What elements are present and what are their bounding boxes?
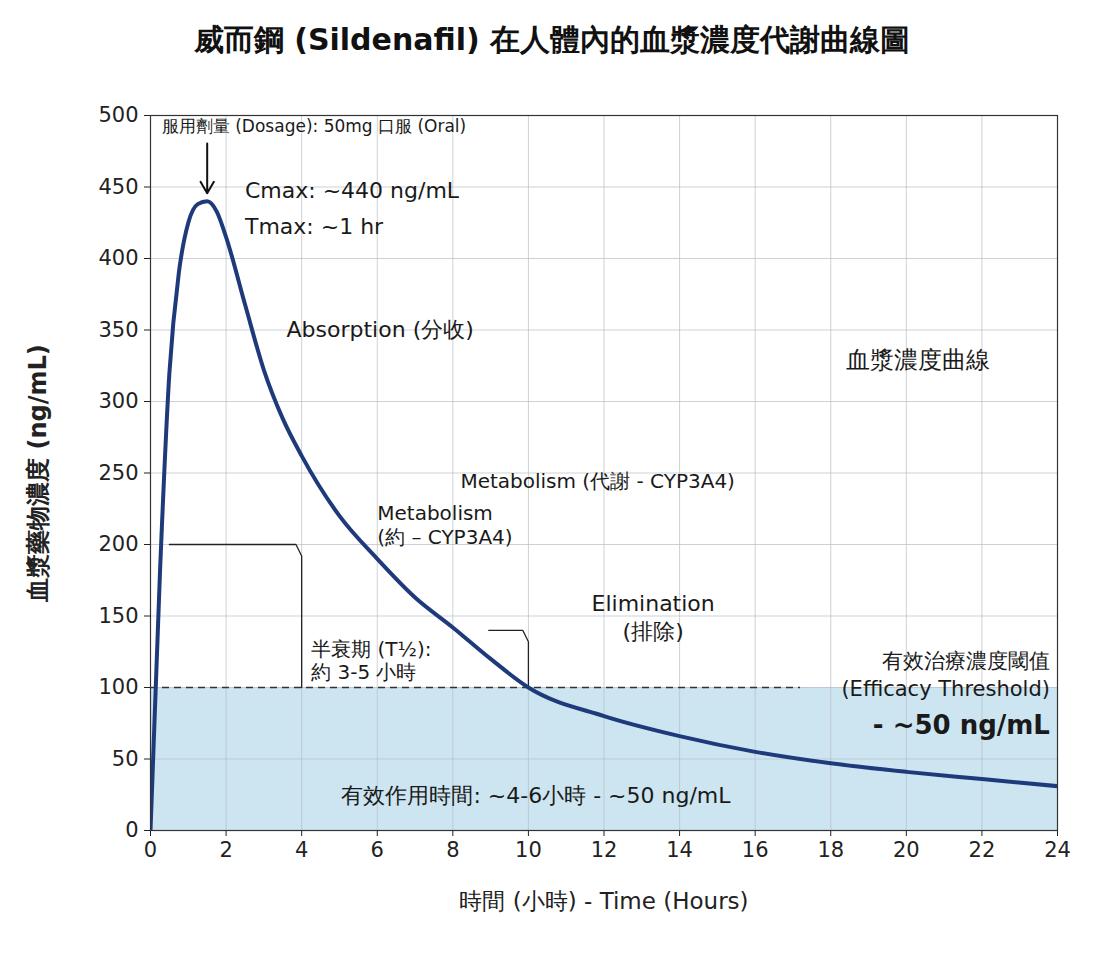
svg-text:有效作用時間: ~4-6小時 - ~50 ng/mL: 有效作用時間: ~4-6小時 - ~50 ng/mL xyxy=(341,783,731,808)
svg-text:Elimination(排除): Elimination(排除) xyxy=(592,591,715,645)
svg-text:8: 8 xyxy=(446,838,459,862)
svg-text:0: 0 xyxy=(125,818,138,842)
svg-text:10: 10 xyxy=(515,838,542,862)
svg-text:有效治療濃度閾值(Efficacy Threshold): 有效治療濃度閾值(Efficacy Threshold) xyxy=(841,649,1050,700)
svg-text:血漿濃度曲線: 血漿濃度曲線 xyxy=(846,346,990,374)
svg-text:12: 12 xyxy=(591,838,618,862)
svg-text:服用劑量 (Dosage): 50mg 口服 (Oral): 服用劑量 (Dosage): 50mg 口服 (Oral) xyxy=(162,116,466,136)
svg-text:200: 200 xyxy=(98,532,138,556)
svg-text:16: 16 xyxy=(742,838,769,862)
svg-text:0: 0 xyxy=(144,838,157,862)
svg-text:500: 500 xyxy=(98,103,138,127)
svg-text:Cmax: ~440 ng/mL: Cmax: ~440 ng/mL xyxy=(245,178,460,203)
svg-text:18: 18 xyxy=(817,838,844,862)
svg-text:Metabolism(約 – CYP3A4): Metabolism(約 – CYP3A4) xyxy=(377,501,512,549)
svg-text:100: 100 xyxy=(98,675,138,699)
svg-text:Absorption (分收): Absorption (分收) xyxy=(287,317,474,342)
svg-text:50: 50 xyxy=(112,747,139,771)
svg-text:250: 250 xyxy=(98,461,138,485)
svg-text:24: 24 xyxy=(1044,838,1071,862)
svg-text:- ~50 ng/mL: - ~50 ng/mL xyxy=(873,710,1050,740)
svg-text:2: 2 xyxy=(219,838,232,862)
svg-text:血漿藥物濃度 (ng/mL): 血漿藥物濃度 (ng/mL) xyxy=(24,344,52,603)
svg-text:半衰期 (T½):約 3-5 小時: 半衰期 (T½):約 3-5 小時 xyxy=(311,637,431,684)
svg-text:300: 300 xyxy=(98,389,138,413)
svg-text:22: 22 xyxy=(969,838,996,862)
svg-text:20: 20 xyxy=(893,838,920,862)
svg-text:Tmax: ~1 hr: Tmax: ~1 hr xyxy=(244,214,384,239)
svg-text:450: 450 xyxy=(98,175,138,199)
svg-text:400: 400 xyxy=(98,246,138,270)
html-text:威而鋼 (Sildenafil) 在人體內的血漿濃度代謝曲線: 威而鋼 (Sildenafil) 在人體內的血漿濃度代謝曲線圖 xyxy=(193,22,911,57)
svg-text:350: 350 xyxy=(98,318,138,342)
svg-text:Metabolism (代謝 - CYP3A4): Metabolism (代謝 - CYP3A4) xyxy=(460,469,735,493)
svg-text:6: 6 xyxy=(371,838,384,862)
svg-text:14: 14 xyxy=(666,838,693,862)
svg-text:150: 150 xyxy=(98,604,138,628)
svg-text:時間 (小時) - Time (Hours): 時間 (小時) - Time (Hours) xyxy=(459,888,748,914)
svg-text:4: 4 xyxy=(295,838,308,862)
